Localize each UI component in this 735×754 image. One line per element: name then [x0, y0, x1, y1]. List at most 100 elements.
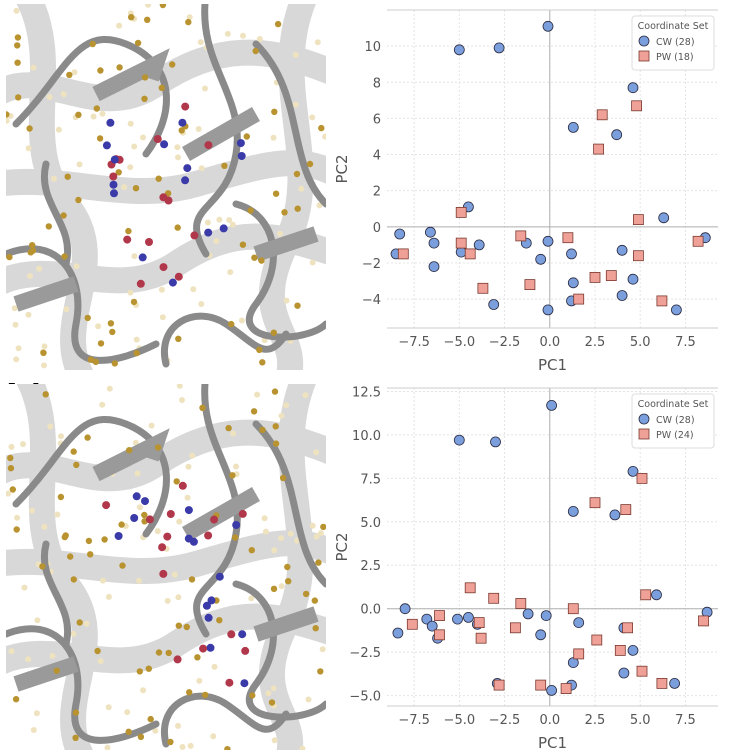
water-molecule	[14, 34, 22, 41]
data-point-cw	[488, 299, 500, 310]
data-point-pw	[464, 582, 476, 594]
ion-particle	[110, 155, 119, 164]
water-molecule-pale	[278, 412, 285, 419]
data-point-cw	[453, 434, 465, 446]
water-molecule	[216, 617, 223, 624]
y-tick-label: 10	[364, 40, 381, 55]
water-molecule-pale	[34, 617, 41, 624]
x-axis-label: PC1	[538, 734, 567, 750]
x-tick-label: −7.5	[398, 335, 430, 350]
data-point-pw	[591, 634, 603, 646]
water-molecule	[89, 40, 96, 48]
water-molecule-pale	[229, 221, 236, 228]
legend-entry-pw: PW (24)	[656, 430, 694, 441]
data-point-cw	[535, 629, 547, 641]
water-molecule-pale	[140, 687, 147, 694]
water-molecule	[250, 408, 258, 415]
water-molecule	[183, 623, 190, 631]
ion-particle	[204, 613, 213, 622]
water-molecule-pale	[299, 745, 306, 750]
water-molecule-pale	[106, 385, 113, 392]
data-point-cw	[522, 608, 534, 620]
water-molecule	[137, 733, 145, 740]
water-molecule	[228, 320, 235, 328]
water-molecule	[302, 590, 310, 598]
data-point-cw	[493, 42, 505, 54]
x-axis-label: PC1	[538, 356, 567, 372]
water-molecule	[186, 689, 193, 696]
water-molecule-pale	[154, 528, 161, 535]
water-molecule-pale	[27, 273, 33, 279]
water-molecule-pale	[261, 515, 268, 522]
water-molecule-pale	[277, 230, 283, 237]
legend-title: Coordinate Set	[638, 21, 709, 32]
water-molecule-pale	[278, 535, 284, 542]
water-molecule-pale	[171, 571, 178, 578]
water-molecule-pale	[105, 704, 112, 711]
ion-particle	[109, 180, 118, 189]
water-molecule-pale	[76, 161, 83, 168]
data-point-cw	[426, 620, 438, 632]
water-molecule-pale	[211, 663, 218, 670]
water-molecule	[174, 224, 181, 231]
ion-particle	[183, 164, 192, 173]
data-point-pw	[589, 271, 601, 283]
ion-particle	[136, 279, 145, 288]
water-molecule-pale	[6, 490, 11, 497]
water-molecule-pale	[174, 144, 181, 151]
data-point-pw	[434, 629, 445, 641]
ion-particle	[174, 272, 183, 281]
water-molecule-pale	[204, 219, 211, 226]
ion-particle	[240, 679, 249, 688]
water-molecule-pale	[14, 514, 21, 521]
water-molecule-pale	[100, 577, 106, 584]
water-molecule-pale	[47, 423, 54, 430]
water-molecule-pale	[317, 530, 324, 537]
y-tick-label: −4	[362, 293, 381, 308]
ion-particle	[215, 572, 224, 581]
water-molecule-pale	[185, 463, 192, 470]
data-point-cw	[490, 436, 501, 448]
protein-beta-strand	[13, 656, 79, 692]
x-tick-label: 7.5	[675, 335, 696, 350]
water-molecule	[175, 622, 182, 629]
water-molecule	[57, 493, 65, 501]
water-molecule-pale	[233, 463, 239, 470]
water-molecule	[239, 241, 247, 248]
water-molecule-pale	[195, 126, 202, 132]
water-molecule-pale	[313, 533, 320, 540]
ion-particle	[206, 643, 215, 652]
water-molecule-pale	[11, 305, 18, 312]
water-molecule	[94, 647, 101, 655]
water-molecule-pale	[54, 511, 61, 518]
data-point-cw	[616, 290, 628, 301]
water-molecule	[141, 74, 149, 81]
protein-ribbon	[12, 416, 170, 538]
water-molecule-pale	[189, 452, 196, 459]
protein-ribbon	[252, 40, 326, 208]
water-molecule	[29, 242, 36, 249]
water-molecule-pale	[55, 126, 62, 133]
data-point-pw	[636, 665, 648, 677]
water-molecule-pale	[248, 595, 255, 602]
water-molecule-pale	[187, 742, 194, 749]
data-point-pw	[605, 270, 617, 282]
ion-particle	[202, 601, 211, 610]
water-molecule	[306, 160, 314, 168]
water-molecule	[175, 335, 182, 342]
water-molecule	[159, 4, 167, 9]
water-molecule-pale	[71, 69, 78, 76]
water-molecule	[75, 111, 82, 119]
water-molecule	[225, 424, 232, 432]
water-molecule-pale	[175, 594, 182, 601]
x-tick-label: −2.5	[489, 335, 521, 350]
water-molecule	[42, 391, 49, 398]
water-molecule	[232, 534, 239, 541]
water-molecule-pale	[13, 7, 20, 14]
water-molecule	[247, 207, 254, 214]
water-molecule-pale	[83, 620, 90, 627]
y-tick-label: 5.0	[360, 516, 381, 531]
water-molecule-pale	[164, 597, 171, 604]
legend-entry-cw: CW (28)	[656, 37, 695, 48]
water-molecule-pale	[186, 14, 193, 21]
